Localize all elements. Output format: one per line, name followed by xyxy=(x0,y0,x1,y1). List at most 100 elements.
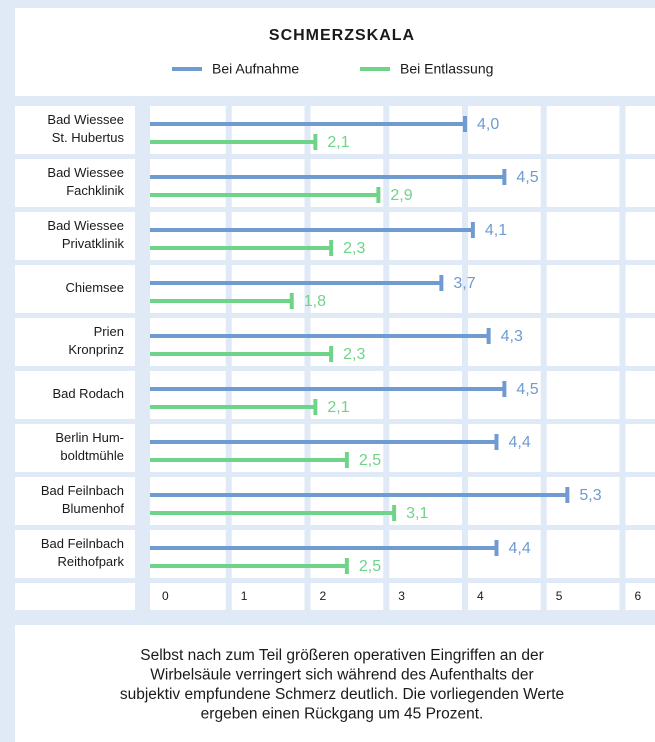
caption-line: ergeben einen Rückgang um 45 Prozent. xyxy=(201,706,484,723)
bar xyxy=(150,487,570,503)
plot-cell xyxy=(140,106,655,154)
value-label: 3,1 xyxy=(406,505,428,522)
y-tick-label-line: Kronprinz xyxy=(68,342,124,357)
y-tick-label-line: Bad Wiessee xyxy=(47,112,124,127)
y-tick-label: Bad Wiessee Privatklinik xyxy=(47,218,124,251)
label-cell xyxy=(15,212,135,260)
value-label: 2,1 xyxy=(327,134,349,151)
bar xyxy=(150,187,381,203)
value-label: 4,5 xyxy=(516,381,538,398)
caption-line: subjektiv empfundene Schmerz deutlich. D… xyxy=(120,686,564,703)
y-tick-label: Prien Kronprinz xyxy=(68,324,124,357)
plot-cell xyxy=(140,424,655,472)
bar xyxy=(150,169,507,185)
value-label: 2,1 xyxy=(327,399,349,416)
label-cell xyxy=(15,318,135,366)
y-tick-label-line: St. Hubertus xyxy=(52,130,125,145)
y-tick-label: Bad Rodach xyxy=(52,386,124,401)
y-tick-label-line: Privatklinik xyxy=(62,236,125,251)
y-tick-label: Berlin Hum-boldtmühle xyxy=(55,430,124,463)
value-label: 2,3 xyxy=(343,346,365,363)
grid-line xyxy=(304,106,311,610)
bar xyxy=(150,116,467,132)
bar xyxy=(150,328,491,344)
y-tick-label: Bad Feilnbach Blumenhof xyxy=(41,483,125,516)
value-label: 5,3 xyxy=(579,487,601,504)
bar xyxy=(150,434,499,450)
bar xyxy=(150,134,318,150)
label-cell xyxy=(15,265,135,313)
y-tick-label: Bad Wiessee Fachklinik xyxy=(47,165,124,198)
grid-line xyxy=(135,106,150,610)
bar xyxy=(150,275,444,291)
y-tick-label: Bad Wiessee St. Hubertus xyxy=(47,112,124,145)
y-tick-label-line: Reithofpark xyxy=(58,554,125,569)
y-tick-label-line: Bad Wiessee xyxy=(47,165,124,180)
value-label: 2,3 xyxy=(343,240,365,257)
x-tick-label: 6 xyxy=(635,589,642,603)
value-label: 1,8 xyxy=(304,293,326,310)
legend-label: Bei Entlassung xyxy=(400,61,493,77)
grid-line xyxy=(540,106,547,610)
bar xyxy=(150,293,294,309)
y-tick-label-line: boldtmühle xyxy=(60,448,124,463)
x-tick-label: 5 xyxy=(556,589,563,603)
label-cell xyxy=(15,371,135,419)
caption-line: Selbst nach zum Teil größeren operativen… xyxy=(140,647,544,664)
bar xyxy=(150,452,349,468)
label-cell xyxy=(15,583,135,610)
legend-label: Bei Aufnahme xyxy=(212,61,299,77)
y-tick-label-line: Bad Rodach xyxy=(52,386,124,401)
label-cell xyxy=(15,530,135,578)
x-tick-label: 0 xyxy=(162,589,169,603)
bar xyxy=(150,346,334,362)
bar xyxy=(150,505,397,521)
y-tick-label-line: Prien xyxy=(94,324,124,339)
y-tick-label: Bad Feilnbach Reithofpark xyxy=(41,536,125,569)
y-tick-label-line: Blumenhof xyxy=(62,501,125,516)
bar xyxy=(150,540,499,556)
value-label: 2,5 xyxy=(359,452,381,469)
value-label: 4,0 xyxy=(477,116,499,133)
caption-panel xyxy=(15,625,655,742)
y-tick-label-line: Chiemsee xyxy=(65,280,124,295)
y-tick-label-line: Bad Wiessee xyxy=(47,218,124,233)
value-label: 2,9 xyxy=(390,187,412,204)
value-label: 4,3 xyxy=(501,328,523,345)
grid-line xyxy=(383,106,390,610)
plot-cell xyxy=(140,265,655,313)
value-label: 4,5 xyxy=(516,169,538,186)
x-tick-label: 4 xyxy=(477,589,484,603)
bar xyxy=(150,381,507,397)
bar xyxy=(150,558,349,574)
value-label: 4,1 xyxy=(485,222,507,239)
plot-cell xyxy=(140,371,655,419)
x-tick-label: 2 xyxy=(320,589,327,603)
plot-cell xyxy=(140,530,655,578)
chart-title: SCHMERZSKALA xyxy=(269,27,415,44)
label-cell xyxy=(15,106,135,154)
grid-line xyxy=(619,106,626,610)
y-tick-label-line: Bad Feilnbach xyxy=(41,536,124,551)
plot-cell xyxy=(140,212,655,260)
plot-cell xyxy=(140,477,655,525)
plot-cell xyxy=(140,318,655,366)
value-label: 4,4 xyxy=(509,540,531,557)
label-cell xyxy=(15,159,135,207)
x-tick-label: 3 xyxy=(398,589,405,603)
label-cell xyxy=(15,424,135,472)
y-tick-label-line: Fachklinik xyxy=(66,183,124,198)
y-tick-label-line: Berlin Hum- xyxy=(55,430,124,445)
value-label: 2,5 xyxy=(359,558,381,575)
bar xyxy=(150,240,334,256)
grid-line xyxy=(225,106,232,610)
grid-line xyxy=(462,106,468,610)
label-cell xyxy=(15,477,135,525)
value-label: 3,7 xyxy=(453,275,475,292)
x-tick-label: 1 xyxy=(241,589,248,603)
value-label: 4,4 xyxy=(509,434,531,451)
y-tick-label-line: Bad Feilnbach xyxy=(41,483,124,498)
bar xyxy=(150,399,318,415)
header-panel xyxy=(15,8,655,96)
